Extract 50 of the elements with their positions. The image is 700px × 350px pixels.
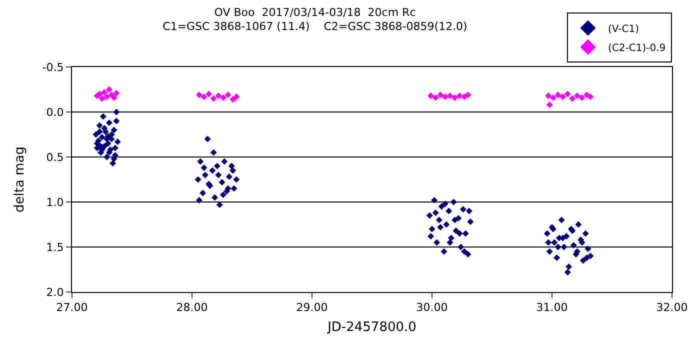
y-tick-label: 1.5: [46, 240, 64, 254]
point: [560, 93, 566, 100]
point: [446, 92, 454, 100]
x-tick-label: 30.00: [416, 301, 448, 314]
point: [210, 95, 217, 102]
point: [113, 90, 120, 96]
y-tick-label: 0.5: [46, 150, 64, 164]
point: [442, 93, 448, 100]
point: [574, 92, 580, 100]
x-tick-label: 28.00: [176, 301, 208, 314]
point: [104, 93, 110, 100]
chart-title: OV Boo 2017/03/14-03/18 20cm Rc C1=GSC 3868-1067 (11.4) C2=GSC 3868-0859(12.0): [162, 6, 468, 34]
x-tick-label: 31.00: [536, 301, 568, 314]
point: [545, 92, 552, 100]
point: [110, 94, 118, 101]
point: [101, 88, 108, 96]
legend-label: (V-C1): [608, 24, 640, 35]
point: [196, 92, 202, 98]
x-tick-label: 27.00: [56, 301, 88, 314]
point: [98, 95, 106, 102]
point: [452, 94, 458, 101]
y-tick-label: 0.0: [46, 106, 64, 119]
point: [550, 94, 556, 101]
x-tick-label: 32.00: [656, 301, 688, 314]
point: [437, 92, 444, 98]
point: [230, 96, 236, 103]
point: [432, 94, 439, 101]
point: [220, 94, 226, 101]
point: [546, 102, 553, 108]
y-tick-label: -0.5: [42, 60, 64, 74]
y-axis-title: delta mag: [12, 146, 28, 212]
x-axis-title: JD-2457800.0: [326, 320, 416, 335]
point: [224, 92, 232, 98]
x-tick-label: 29.00: [296, 301, 328, 314]
point: [578, 94, 586, 101]
point: [554, 92, 562, 98]
point: [428, 92, 434, 100]
point: [215, 92, 222, 100]
point: [233, 93, 240, 100]
point: [106, 86, 112, 93]
point: [587, 93, 594, 100]
legend-label: (C2-C1)-0.9: [608, 42, 666, 54]
point: [200, 93, 208, 100]
point: [569, 95, 576, 102]
y-tick-label: 1.0: [46, 196, 64, 209]
point: [456, 92, 463, 100]
point: [206, 90, 212, 98]
point: [464, 92, 472, 98]
y-tick-label: 2.0: [46, 286, 64, 299]
point: [564, 90, 571, 98]
